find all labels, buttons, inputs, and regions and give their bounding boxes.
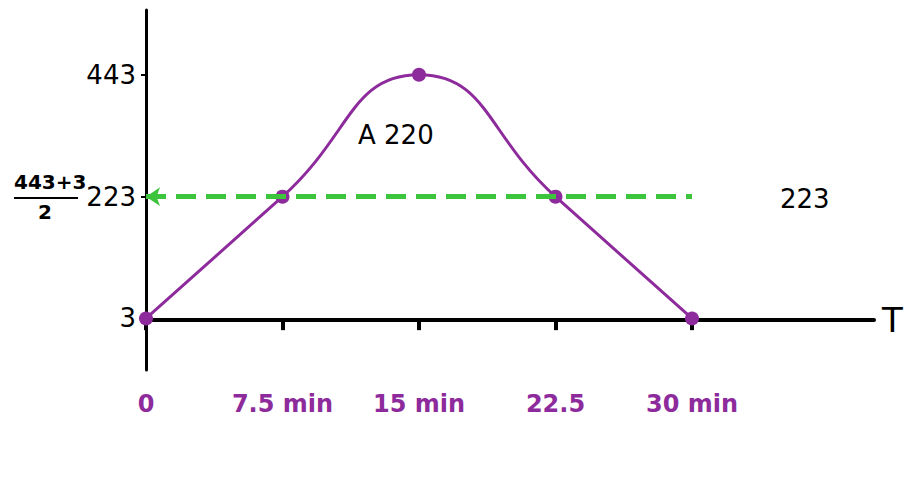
- svg-text:15 min: 15 min: [373, 390, 465, 418]
- svg-text:223: 223: [86, 182, 136, 212]
- svg-text:3: 3: [119, 303, 136, 333]
- svg-text:22.5: 22.5: [526, 390, 585, 418]
- svg-text:A 220: A 220: [358, 120, 434, 150]
- svg-text:30 min: 30 min: [646, 390, 738, 418]
- svg-text:443: 443: [86, 60, 136, 90]
- svg-text:443+3: 443+3: [14, 170, 86, 194]
- svg-text:0: 0: [138, 390, 155, 418]
- svg-text:T: T: [881, 300, 903, 340]
- svg-text:2: 2: [38, 200, 52, 224]
- svg-text:223: 223: [780, 184, 830, 214]
- svg-text:7.5 min: 7.5 min: [232, 390, 333, 418]
